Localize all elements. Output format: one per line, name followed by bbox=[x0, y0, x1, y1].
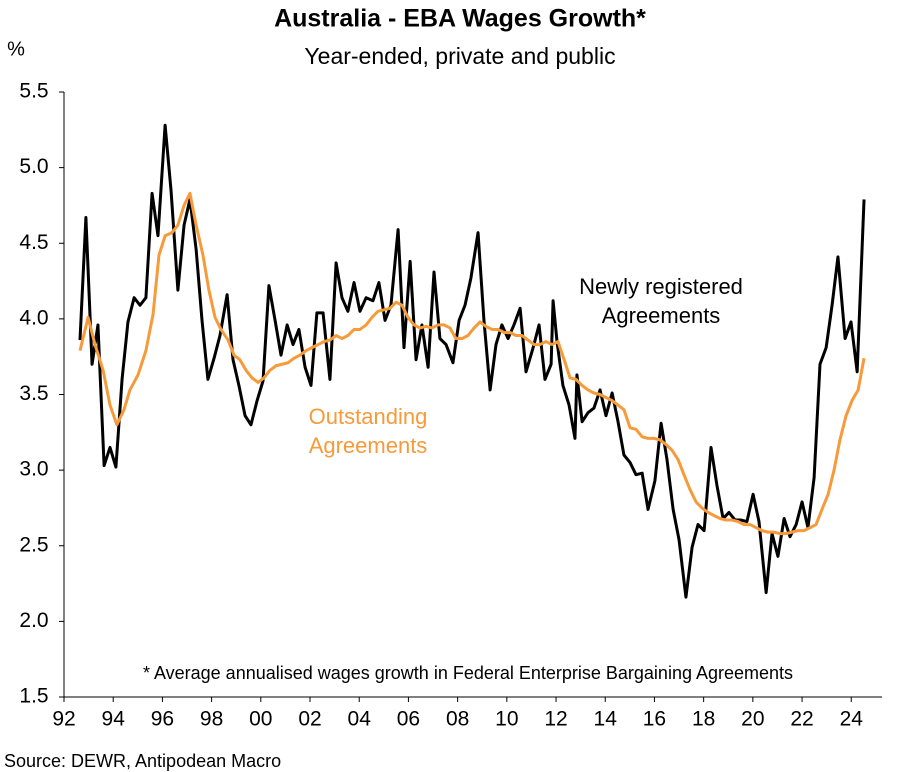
x-tick-label: 98 bbox=[200, 708, 223, 731]
x-tick-label: 06 bbox=[397, 708, 420, 731]
x-tick-label: 12 bbox=[544, 708, 567, 731]
x-tick-label: 22 bbox=[790, 708, 813, 731]
y-tick-label: 5.5 bbox=[19, 80, 48, 103]
source: Source: DEWR, Antipodean Macro bbox=[4, 751, 281, 771]
chart-title: Australia - EBA Wages Growth* bbox=[274, 5, 646, 33]
x-tick-label: 18 bbox=[692, 708, 715, 731]
series-label: Newly registered bbox=[579, 274, 743, 299]
x-tick-label: 04 bbox=[348, 708, 372, 731]
x-tick-label: 14 bbox=[594, 708, 618, 731]
series-label: Agreements bbox=[602, 303, 721, 328]
y-tick-label: 3.0 bbox=[19, 458, 48, 481]
x-tick-label: 00 bbox=[249, 708, 272, 731]
series-line bbox=[78, 191, 866, 536]
x-tick-label: 10 bbox=[495, 708, 518, 731]
y-axis-label: % bbox=[7, 38, 25, 60]
x-tick-label: 24 bbox=[840, 708, 864, 731]
series-label: Agreements bbox=[309, 433, 428, 458]
y-tick-label: 2.0 bbox=[19, 609, 48, 632]
series-line bbox=[78, 123, 866, 599]
x-tick-label: 08 bbox=[446, 708, 469, 731]
chart-subtitle: Year-ended, private and public bbox=[304, 43, 615, 69]
x-tick-label: 94 bbox=[102, 708, 126, 731]
y-tick-label: 2.5 bbox=[19, 533, 48, 556]
y-tick-label: 4.5 bbox=[19, 231, 48, 254]
x-tick-label: 92 bbox=[52, 708, 75, 731]
x-tick-label: 16 bbox=[643, 708, 666, 731]
footnote: * Average annualised wages growth in Fed… bbox=[143, 663, 793, 683]
y-tick-label: 3.5 bbox=[19, 382, 48, 405]
x-tick-label: 20 bbox=[741, 708, 764, 731]
x-tick-label: 96 bbox=[151, 708, 174, 731]
series-label: Outstanding bbox=[309, 404, 428, 429]
x-tick-label: 02 bbox=[298, 708, 321, 731]
y-tick-label: 1.5 bbox=[19, 685, 48, 708]
y-tick-label: 5.0 bbox=[19, 155, 48, 178]
y-tick-label: 4.0 bbox=[19, 306, 48, 329]
